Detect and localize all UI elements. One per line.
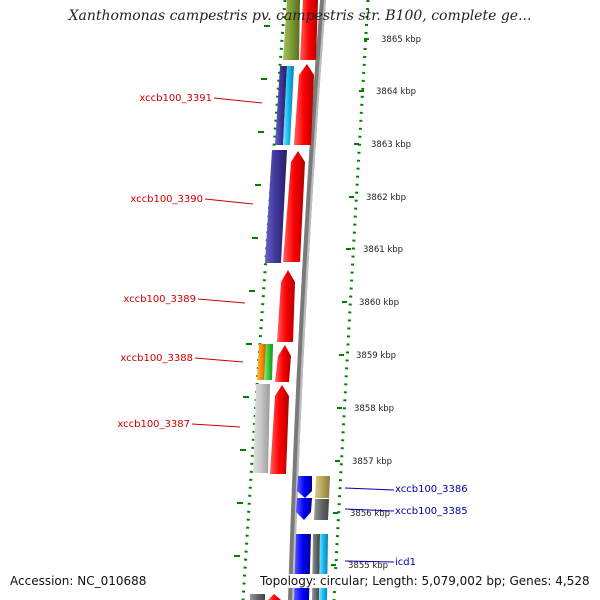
scale-label: 3864 kbp [376,87,416,97]
gene-bar[interactable] [314,499,329,520]
scale-label: 3859 kbp [356,351,396,361]
gene-label[interactable]: xccb100_3388 [120,353,193,364]
gene-bar[interactable] [315,476,330,498]
gene-leader-line [191,423,241,428]
genome-summary: Topology: circular; Length: 5,079,002 bp… [258,574,592,588]
gene-label[interactable]: xccb100_3385 [395,506,468,517]
gene-arrow[interactable] [283,151,305,262]
gene-leader-line [344,508,395,512]
gene-bar[interactable] [250,594,265,600]
scale-label: 3865 kbp [381,35,421,45]
gene-label[interactable]: icd1 [395,557,416,568]
gene-bar[interactable] [265,150,287,263]
scale-ticks [234,25,369,566]
gene-leader-line [344,560,395,563]
gene-bar[interactable] [283,0,300,60]
gene-arrow[interactable] [296,498,312,520]
gene-arrow[interactable] [294,534,311,600]
gene-arrow[interactable] [300,0,318,60]
scale-label: 3855 kbp [348,561,388,571]
gene-bar[interactable] [264,344,273,380]
gene-label[interactable]: xccb100_3389 [123,294,196,305]
backbone-outer [288,0,326,600]
page-title: Xanthomonas campestris pv. campestris st… [68,8,532,24]
gene-arrow[interactable] [268,594,281,600]
gene-labels: xccb100_3391 xccb100_3390 xccb100_3389xccb… [117,93,467,568]
scale-label: 3856 kbp [350,509,390,519]
gene-arrow[interactable] [270,385,289,474]
gene-leader-line [213,97,263,104]
cog-bars [250,0,300,600]
scale-label: 3861 kbp [363,245,403,255]
scale-label: 3860 kbp [359,298,399,308]
scale-label: 3862 kbp [366,193,406,203]
gene-label[interactable]: xccb100_3387 [117,419,190,430]
gene-leader-line [204,198,254,205]
scale-labels: 3865 kbp 3864 kbp 3863 kbp 3862 kbp 3861 kbp… [348,35,421,571]
gene-arrow[interactable] [294,64,314,145]
gene-label[interactable]: xccb100_3391 [139,93,212,104]
gene-leader-line [344,487,395,491]
gene-bar[interactable] [257,344,266,380]
gene-bar[interactable] [253,384,270,473]
scale-label: 3858 kbp [354,404,394,414]
gene-bar[interactable] [312,534,320,600]
scale-label: 3857 kbp [352,457,392,467]
gene-arrow[interactable] [277,270,295,342]
gene-label[interactable]: xccb100_3386 [395,484,468,495]
forward-genes [270,0,318,474]
gene-leader-line [194,357,244,363]
gene-arrow[interactable] [297,476,312,498]
accession-label: Accession: NC_010688 [8,574,149,588]
gene-label[interactable]: xccb100_3390 [130,194,203,205]
gene-bar[interactable] [319,534,328,600]
gene-bar[interactable] [283,66,294,145]
scale-label: 3863 kbp [371,140,411,150]
gene-leader-line [197,298,246,304]
gene-arrow[interactable] [275,345,291,382]
backbone-highlight [292,0,326,600]
